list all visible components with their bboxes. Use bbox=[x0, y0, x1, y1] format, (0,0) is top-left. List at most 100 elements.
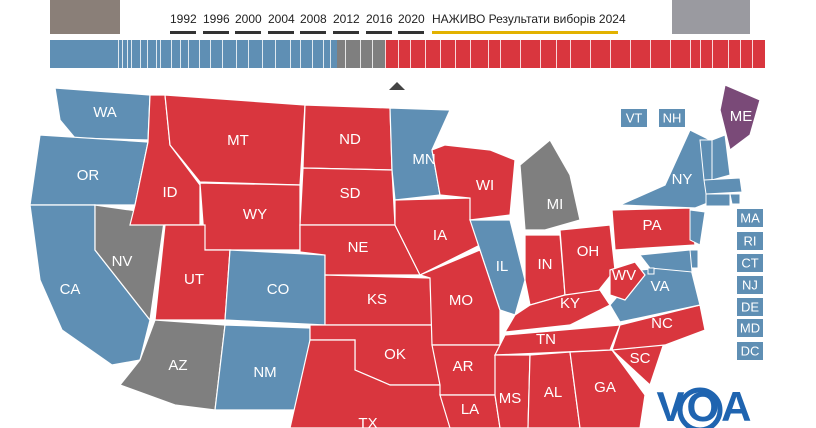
bar-divider bbox=[275, 40, 276, 68]
small-state-box[interactable] bbox=[737, 298, 763, 316]
small-state-label: NJ bbox=[742, 277, 758, 292]
bar-divider bbox=[740, 40, 741, 68]
state-label: IN bbox=[538, 256, 553, 273]
state-label: NV bbox=[112, 253, 133, 270]
small-state-box[interactable] bbox=[659, 109, 685, 127]
small-state-label: MA bbox=[740, 210, 760, 225]
bar-divider bbox=[156, 40, 157, 68]
state[interactable] bbox=[569, 349, 646, 428]
state[interactable] bbox=[439, 394, 501, 428]
bar-divider bbox=[440, 40, 441, 68]
year-link[interactable]: 2020 bbox=[398, 12, 425, 26]
bar-divider bbox=[728, 40, 729, 68]
small-state-box[interactable] bbox=[737, 276, 763, 294]
state-label: CA bbox=[60, 281, 81, 298]
small-state bbox=[703, 177, 743, 195]
state-label: VA bbox=[651, 278, 670, 295]
small-state-box[interactable] bbox=[737, 319, 763, 337]
bar-divider bbox=[385, 40, 386, 68]
logo-ring bbox=[677, 387, 723, 428]
bar-divider bbox=[199, 40, 200, 68]
small-state bbox=[639, 249, 693, 273]
state-label: NC bbox=[651, 315, 673, 332]
bar-divider bbox=[127, 40, 128, 68]
state[interactable] bbox=[431, 144, 516, 221]
state-label: AZ bbox=[168, 357, 187, 374]
state[interactable] bbox=[54, 87, 151, 141]
bar-divider bbox=[147, 40, 148, 68]
bar-divider bbox=[372, 40, 373, 68]
state-label: LA bbox=[461, 401, 479, 418]
state[interactable] bbox=[494, 354, 531, 428]
bar-divider bbox=[700, 40, 701, 68]
small-state bbox=[647, 267, 655, 275]
bar-divider bbox=[222, 40, 223, 68]
state[interactable] bbox=[519, 139, 581, 231]
state-label: KS bbox=[367, 291, 387, 308]
bar-divider bbox=[160, 40, 161, 68]
year-link[interactable]: 2004 bbox=[268, 12, 295, 26]
small-state-box[interactable] bbox=[737, 342, 763, 360]
state-label: WA bbox=[93, 104, 117, 121]
bar-divider bbox=[188, 40, 189, 68]
small-state-label: DE bbox=[741, 299, 759, 314]
year-underline bbox=[333, 31, 359, 34]
bar-divider bbox=[712, 40, 713, 68]
bar-divider bbox=[248, 40, 249, 68]
year-link[interactable]: 2016 bbox=[366, 12, 393, 26]
state[interactable] bbox=[527, 351, 581, 428]
year-link[interactable]: 2008 bbox=[300, 12, 327, 26]
state-label: OK bbox=[384, 346, 406, 363]
small-state-box[interactable] bbox=[737, 254, 763, 272]
live-underline bbox=[432, 31, 618, 34]
state[interactable] bbox=[719, 84, 761, 152]
state-label: IL bbox=[496, 258, 509, 275]
state[interactable] bbox=[609, 261, 646, 301]
small-state-label: DC bbox=[741, 343, 760, 358]
state-label: CO bbox=[267, 281, 290, 298]
state-label: KY bbox=[560, 295, 580, 312]
state[interactable] bbox=[394, 197, 481, 276]
bar-dem bbox=[50, 40, 337, 68]
small-state-box[interactable] bbox=[621, 109, 647, 127]
year-underline bbox=[268, 31, 294, 34]
bar-divider bbox=[410, 40, 411, 68]
small-state-label: CT bbox=[741, 255, 758, 270]
state[interactable] bbox=[289, 339, 451, 428]
small-state-box[interactable] bbox=[737, 209, 763, 227]
year-underline bbox=[300, 31, 326, 34]
year-link[interactable]: 2012 bbox=[333, 12, 360, 26]
state-label: MT bbox=[227, 132, 249, 149]
small-state-label: RI bbox=[744, 233, 757, 248]
state[interactable] bbox=[611, 207, 696, 251]
bar-divider bbox=[236, 40, 237, 68]
state-label: AL bbox=[544, 384, 562, 401]
live-link[interactable]: НАЖИВО Результати виборів 2024 bbox=[432, 12, 626, 26]
small-state-box[interactable] bbox=[737, 232, 763, 250]
state-label: NY bbox=[672, 171, 693, 188]
bar-divider bbox=[262, 40, 263, 68]
candidate-photo bbox=[672, 0, 750, 34]
small-state-label: MD bbox=[740, 320, 760, 335]
bar-divider bbox=[590, 40, 591, 68]
year-link[interactable]: 2000 bbox=[235, 12, 262, 26]
bar-divider bbox=[171, 40, 172, 68]
year-underline bbox=[170, 31, 196, 34]
bar-divider bbox=[290, 40, 291, 68]
candidate-photo bbox=[50, 0, 120, 34]
bar-divider bbox=[455, 40, 456, 68]
state[interactable] bbox=[503, 289, 611, 333]
year-link[interactable]: 1996 bbox=[203, 12, 230, 26]
bar-divider bbox=[500, 40, 501, 68]
bar-divider bbox=[360, 40, 361, 68]
bar-divider bbox=[180, 40, 181, 68]
year-link[interactable]: 1992 bbox=[170, 12, 197, 26]
state-label: MN bbox=[412, 151, 435, 168]
small-state bbox=[689, 209, 706, 246]
state-label: GA bbox=[594, 379, 616, 396]
year-underline bbox=[366, 31, 392, 34]
bar-divider bbox=[556, 40, 557, 68]
small-state bbox=[729, 193, 741, 205]
state[interactable] bbox=[559, 224, 616, 296]
